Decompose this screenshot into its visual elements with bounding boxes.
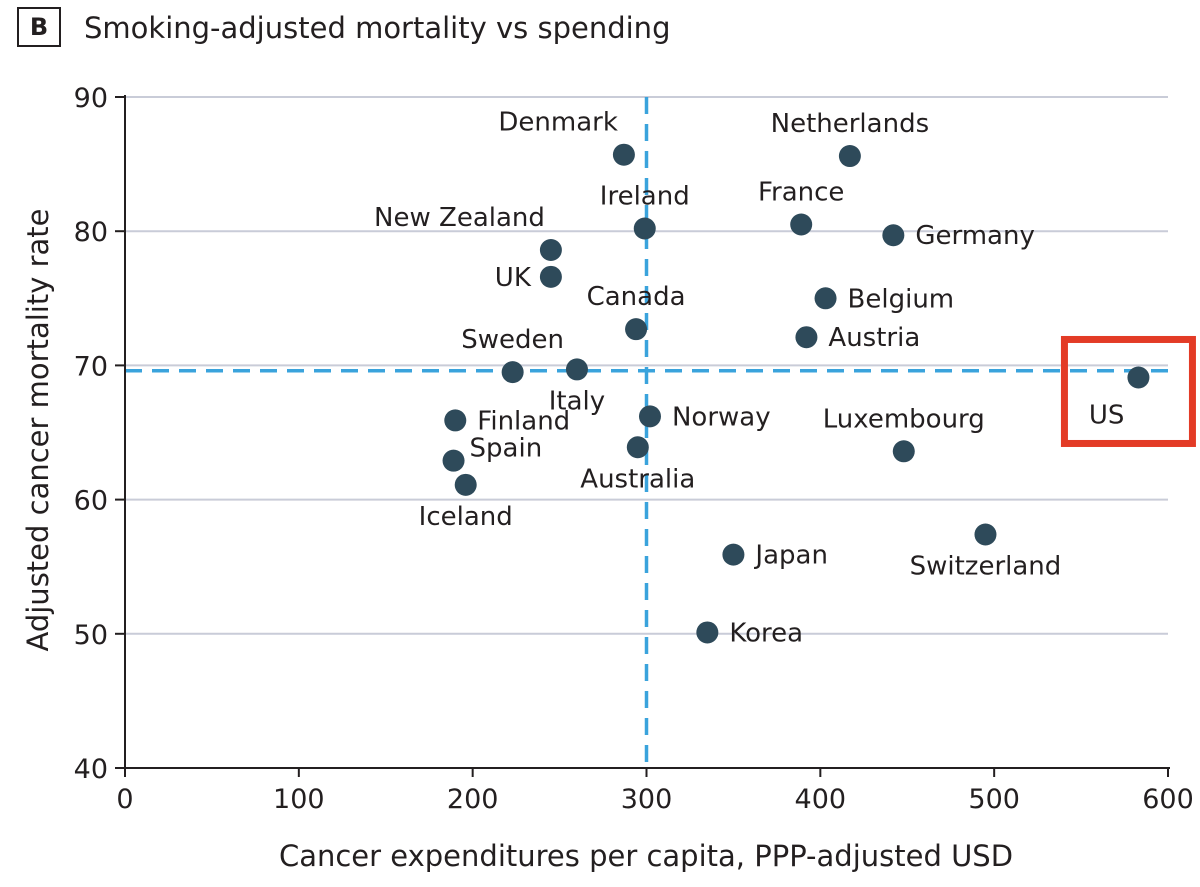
label-italy: Italy: [549, 386, 605, 416]
x-tick-label-600: 600: [1142, 784, 1194, 815]
label-switzerland: Switzerland: [910, 551, 1062, 581]
x-tick-label-0: 0: [116, 784, 133, 815]
label-germany: Germany: [915, 221, 1035, 251]
point-austria: [795, 326, 818, 349]
y-tick-label-40: 40: [74, 754, 108, 785]
reference-lines: [125, 97, 1168, 768]
y-tick-label-70: 70: [74, 351, 108, 382]
point-canada: [625, 318, 648, 341]
label-france: France: [758, 177, 844, 207]
point-sweden: [501, 361, 524, 384]
point-france: [790, 213, 813, 236]
point-labels: Denmark Netherlands Ireland France Germany Ne…: [374, 108, 1196, 648]
y-tick-label-90: 90: [74, 83, 108, 114]
point-germany: [882, 224, 905, 247]
x-tick-label-400: 400: [795, 784, 847, 815]
point-belgium: [814, 287, 837, 310]
y-axis-title: Adjusted cancer mortality rate: [21, 209, 55, 652]
label-canada: Canada: [587, 282, 686, 312]
point-spain: [442, 449, 465, 472]
point-switzerland: [974, 523, 997, 546]
x-tick-label-100: 100: [273, 784, 325, 815]
axes: 40 50 60 70 80 90 0 100 200 300 400 500 600: [74, 83, 1194, 815]
label-uk: UK: [495, 263, 532, 293]
label-spain: Spain: [470, 434, 543, 464]
x-tick-label-200: 200: [447, 784, 499, 815]
label-finland: Finland: [477, 406, 570, 436]
data-points: [442, 143, 1150, 644]
label-sweden: Sweden: [461, 325, 564, 355]
chart-title: Smoking-adjusted mortality vs spending: [84, 11, 671, 45]
point-japan: [722, 543, 745, 566]
x-tick-label-300: 300: [621, 784, 673, 815]
y-tick-label-60: 60: [74, 486, 108, 517]
label-iceland: Iceland: [419, 502, 513, 532]
point-finland: [444, 409, 467, 432]
x-axis-title: Cancer expenditures per capita, PPP-adju…: [279, 839, 1013, 873]
point-luxembourg: [892, 440, 915, 463]
point-iceland: [454, 473, 477, 496]
point-us: [1127, 366, 1150, 389]
highlight-box-us: [1060, 335, 1196, 447]
label-netherlands: Netherlands: [771, 109, 930, 139]
label-japan: Japan: [753, 541, 828, 571]
panel-label: B: [17, 7, 61, 47]
point-norway: [638, 405, 661, 428]
y-tick-label-80: 80: [74, 217, 108, 248]
point-italy: [565, 358, 588, 381]
label-australia: Australia: [580, 464, 695, 494]
label-austria: Austria: [828, 323, 920, 353]
point-korea: [696, 621, 719, 644]
label-us: US: [1089, 400, 1125, 430]
label-new-zealand: New Zealand: [374, 203, 545, 233]
point-australia: [626, 436, 649, 459]
point-ireland: [633, 217, 656, 240]
label-luxembourg: Luxembourg: [823, 404, 985, 434]
label-norway: Norway: [672, 402, 771, 432]
point-denmark: [612, 143, 635, 166]
point-uk: [539, 265, 562, 288]
x-tick-label-500: 500: [968, 784, 1020, 815]
y-tick-label-50: 50: [74, 620, 108, 651]
label-korea: Korea: [729, 618, 803, 648]
label-ireland: Ireland: [600, 182, 690, 212]
gridlines: [125, 96, 1168, 635]
label-denmark: Denmark: [498, 108, 618, 138]
point-netherlands: [838, 145, 861, 168]
label-belgium: Belgium: [848, 284, 955, 314]
point-new-zealand: [539, 238, 562, 261]
